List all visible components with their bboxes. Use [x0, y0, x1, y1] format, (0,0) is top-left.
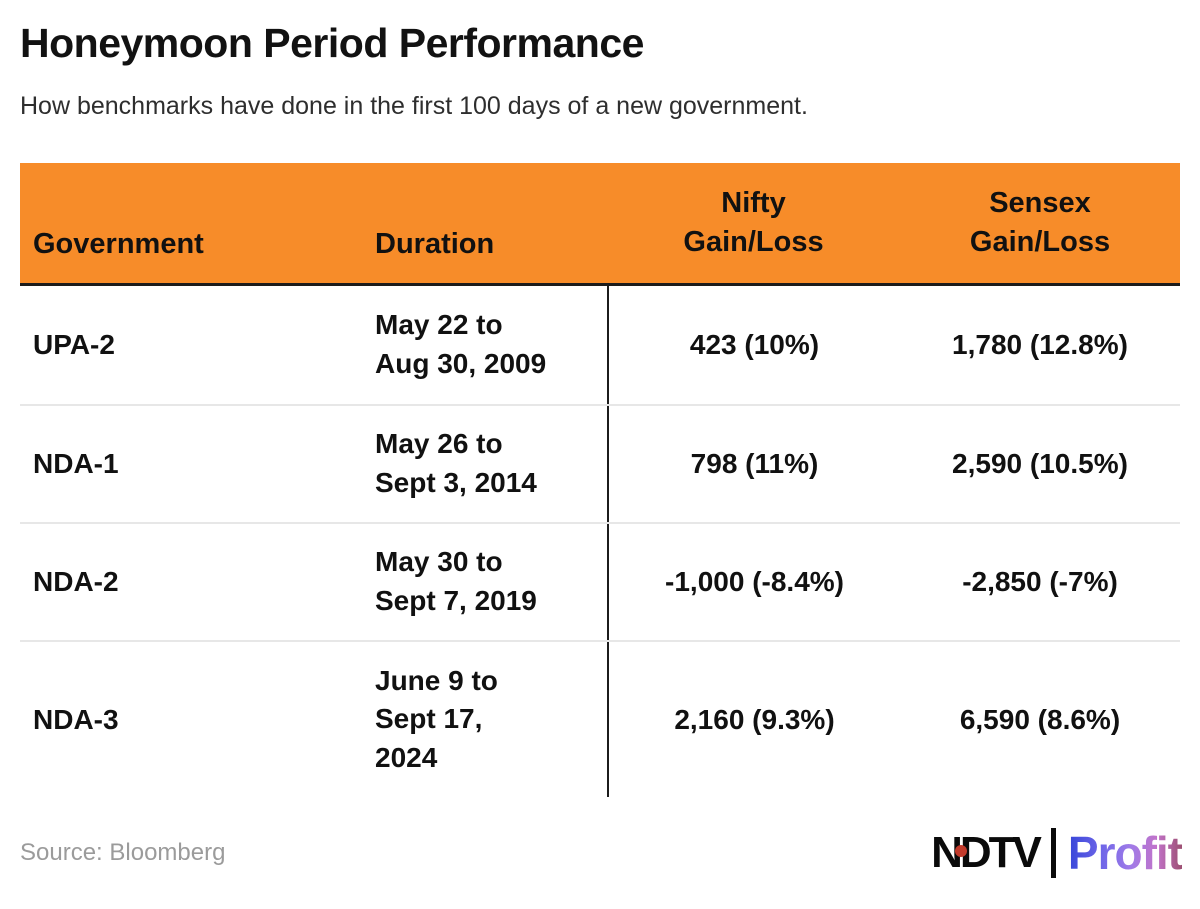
cell-duration: May 30 to Sept 7, 2019 — [375, 546, 537, 616]
page-subtitle: How benchmarks have done in the first 10… — [20, 92, 808, 120]
cell-nifty: -1,000 (-8.4%) — [607, 524, 900, 640]
column-header-nifty-line2: Gain/Loss — [683, 225, 824, 258]
cell-duration: May 26 to Sept 3, 2014 — [375, 428, 537, 498]
performance-table: Government Duration Nifty Gain/Loss Sens… — [20, 163, 1180, 797]
table-row-nda2: NDA-2 May 30 to Sept 7, 2019 -1,000 (-8.… — [20, 522, 1180, 640]
cell-government: NDA-3 — [33, 703, 119, 735]
ndtv-logo: NDTV — [931, 828, 1042, 878]
column-header-nifty-line1: Nifty — [721, 187, 786, 220]
column-header-nifty: Nifty Gain/Loss — [607, 163, 900, 283]
table-row-nda3: NDA-3 June 9 to Sept 17, 2024 2,160 (9.3… — [20, 640, 1180, 797]
cell-nifty: 798 (11%) — [607, 406, 900, 522]
ndtv-red-dot-icon — [955, 845, 968, 857]
ndtv-profit-logo: NDTV Profit — [931, 826, 1183, 880]
column-header-government: Government — [33, 228, 204, 260]
cell-nifty: 2,160 (9.3%) — [607, 642, 900, 797]
cell-duration: June 9 to Sept 17, 2024 — [375, 664, 498, 773]
cell-government: NDA-2 — [33, 566, 119, 597]
column-header-duration: Duration — [375, 228, 495, 260]
column-header-sensex-line1: Sensex — [989, 187, 1091, 220]
ndtv-logo-text: NDTV — [931, 828, 1042, 877]
source-note: Source: Bloomberg — [20, 839, 226, 866]
cell-sensex: 6,590 (8.6%) — [959, 703, 1121, 735]
cell-nifty: 423 (10%) — [607, 286, 900, 404]
table-row-upa2: UPA-2 May 22 to Aug 30, 2009 423 (10%) 1… — [20, 286, 1180, 404]
cell-duration: May 22 to Aug 30, 2009 — [375, 309, 547, 379]
table-row-nda1: NDA-1 May 26 to Sept 3, 2014 798 (11%) 2… — [20, 404, 1180, 522]
cell-sensex: 1,780 (12.8%) — [952, 329, 1128, 360]
footer: Source: Bloomberg NDTV Profit — [0, 809, 1200, 909]
table-body: UPA-2 May 22 to Aug 30, 2009 423 (10%) 1… — [20, 286, 1180, 797]
cell-government: UPA-2 — [33, 329, 115, 360]
column-header-sensex: Sensex Gain/Loss — [900, 163, 1180, 283]
cell-sensex: 2,590 (10.5%) — [952, 448, 1128, 479]
column-header-sensex-line2: Gain/Loss — [969, 225, 1111, 258]
profit-logo-text: Profit — [1067, 827, 1183, 879]
logo-divider-bar — [1050, 828, 1056, 878]
table-header-row: Government Duration Nifty Gain/Loss Sens… — [20, 163, 1180, 286]
cell-sensex: -2,850 (-7%) — [962, 566, 1118, 597]
cell-government: NDA-1 — [33, 448, 119, 479]
page-title: Honeymoon Period Performance — [20, 20, 644, 66]
